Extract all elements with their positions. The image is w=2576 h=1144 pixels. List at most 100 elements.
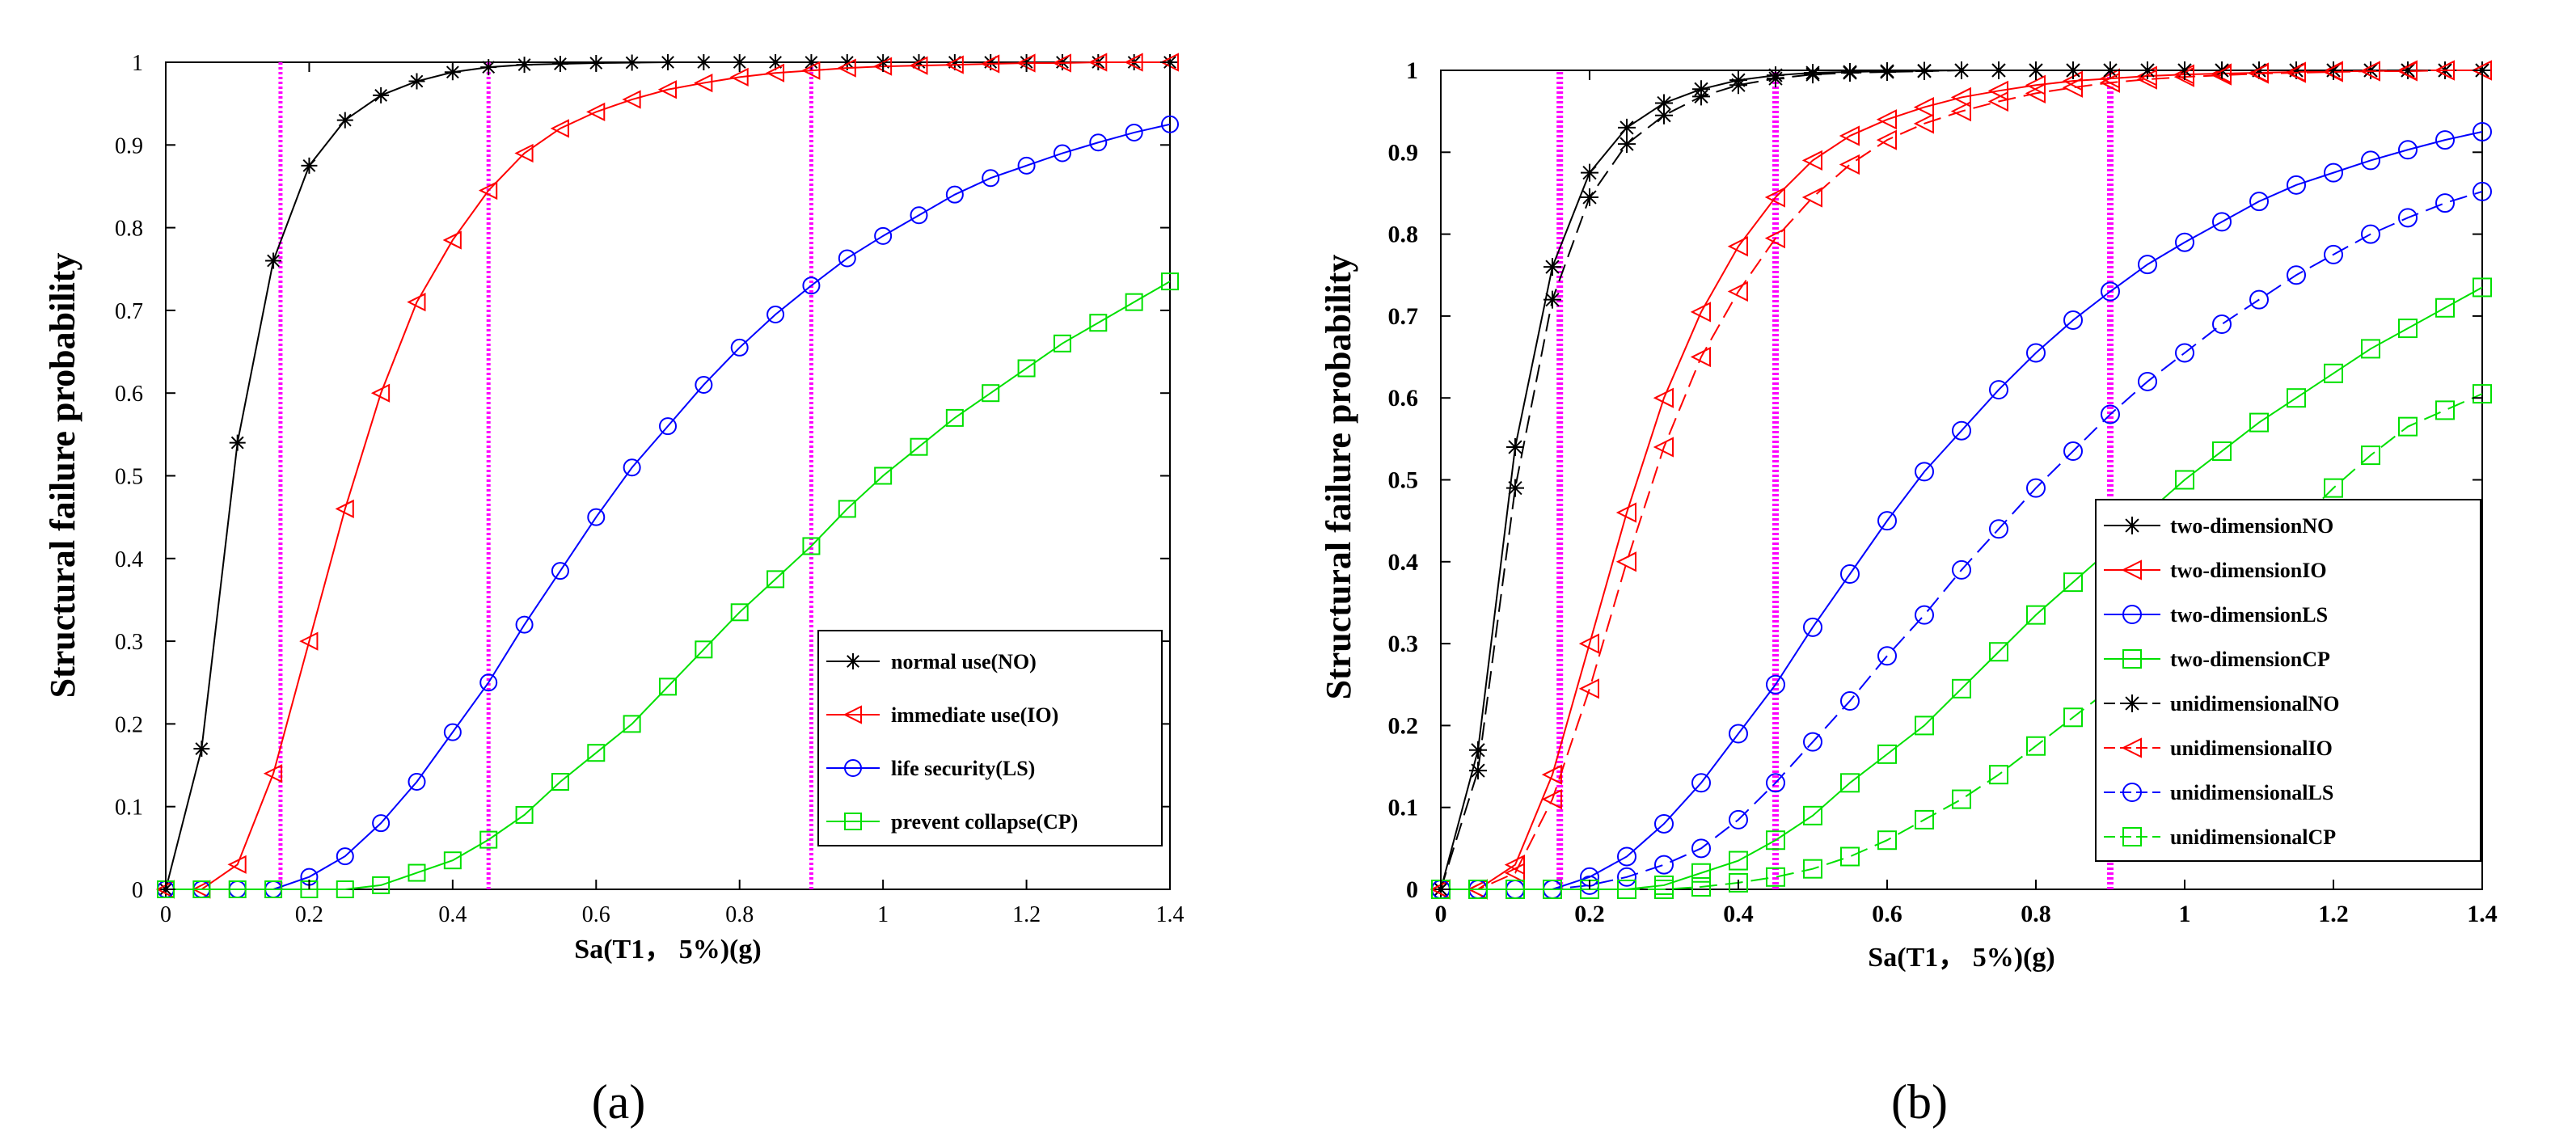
data-point <box>945 408 964 427</box>
data-point <box>1541 788 1562 810</box>
y-tick-label: 1 <box>1406 57 1418 84</box>
x-tick-label: 1.2 <box>2318 901 2349 927</box>
data-point <box>1913 113 1934 134</box>
data-point <box>479 673 498 692</box>
data-point <box>1654 813 1674 834</box>
legend-box <box>817 630 1163 846</box>
data-point <box>551 562 569 580</box>
legend-marker <box>2121 737 2142 758</box>
y-tick-label: 0.9 <box>1388 139 1419 166</box>
y-tick-label: 0.5 <box>1388 467 1419 494</box>
data-point <box>1766 674 1785 694</box>
data-point <box>516 57 533 74</box>
data-point <box>1764 228 1785 249</box>
data-point <box>1950 101 1971 122</box>
data-point <box>372 876 391 894</box>
data-point <box>1161 115 1179 133</box>
data-point <box>1654 880 1674 899</box>
data-point <box>2287 175 2306 195</box>
series-line <box>166 123 1171 890</box>
legend-entry: prevent collapse(CP) <box>826 810 1078 834</box>
y-tick-label: 0.9 <box>115 133 143 158</box>
data-point <box>2063 707 2083 728</box>
x-tick-label: 0.2 <box>295 902 323 927</box>
data-point <box>909 56 928 75</box>
legend-label: prevent collapse(CP) <box>891 810 1078 834</box>
data-point <box>765 63 785 82</box>
data-point <box>695 640 713 659</box>
data-point <box>657 80 677 99</box>
data-point <box>2026 343 2046 363</box>
data-point <box>1543 258 1561 277</box>
data-point <box>2212 314 2232 335</box>
data-point <box>1088 53 1108 72</box>
data-point <box>1953 61 1970 79</box>
data-point <box>2138 371 2157 391</box>
data-point <box>2025 82 2046 103</box>
data-point <box>1089 133 1108 152</box>
data-point <box>1506 437 1524 456</box>
data-point <box>193 741 210 758</box>
data-point <box>1729 872 1748 893</box>
data-point <box>1766 830 1785 851</box>
data-point <box>1729 724 1748 744</box>
data-point <box>1801 187 1822 208</box>
legend-label: two-dimensionCP <box>2170 648 2330 671</box>
data-point <box>1987 80 2008 101</box>
y-tick-label: 0.3 <box>1388 631 1419 657</box>
x-tick-label: 0 <box>160 902 171 927</box>
data-point <box>1506 479 1524 497</box>
y-tick-label: 0 <box>132 878 143 903</box>
data-point <box>227 855 247 874</box>
legend-marker <box>2122 649 2142 669</box>
data-point <box>1989 642 2008 662</box>
data-point <box>1543 880 1562 899</box>
legend-marker <box>2123 694 2141 712</box>
data-point <box>1052 53 1071 73</box>
y-tick-label: 0.7 <box>115 299 143 324</box>
data-point <box>478 180 498 201</box>
data-point <box>838 249 856 268</box>
data-point <box>336 880 354 898</box>
data-point <box>1877 744 1897 764</box>
data-point <box>407 293 426 312</box>
data-point <box>1691 863 1711 883</box>
data-point <box>1618 118 1636 137</box>
data-point <box>2435 400 2455 420</box>
data-point <box>2175 470 2194 490</box>
data-point <box>1690 302 1711 323</box>
x-tick-label: 1.4 <box>2467 901 2498 927</box>
data-point <box>1877 830 1897 851</box>
data-point <box>1803 859 1822 879</box>
data-point <box>659 417 677 436</box>
data-point <box>2212 441 2232 462</box>
legend-marker <box>2121 559 2142 580</box>
data-point <box>1615 551 1636 572</box>
data-point <box>2473 181 2492 201</box>
legend-marker <box>844 813 862 830</box>
panel-label-b: (b) <box>1891 1075 1948 1129</box>
data-point <box>1915 716 1934 736</box>
data-point <box>2398 208 2418 228</box>
data-point <box>2099 72 2120 93</box>
legend-label: unidimensionalCP <box>2170 825 2336 849</box>
panel-b-chart: 0 0.2 0.4 0.6 0.8 1 1.2 1.4 0 0.1 0.2 0.3 0.4 0.5 0.6 0… <box>1319 57 2498 1129</box>
data-point <box>550 119 569 138</box>
data-point <box>766 570 785 589</box>
data-point <box>515 615 534 634</box>
data-point <box>408 863 426 882</box>
data-point <box>1987 91 2008 112</box>
x-tick-label: 1.2 <box>1012 902 1041 927</box>
data-point <box>2324 478 2343 498</box>
data-point <box>2250 61 2268 79</box>
legend-marker <box>2122 827 2142 846</box>
y-tick-label: 0.6 <box>115 382 143 407</box>
data-point <box>838 500 856 518</box>
x-tick-label: 0.8 <box>725 902 754 927</box>
data-point <box>1727 236 1748 257</box>
data-point <box>694 73 713 93</box>
data-point <box>2473 384 2492 404</box>
data-point <box>228 880 247 898</box>
data-point <box>1691 838 1711 859</box>
x-tick-label: 0.2 <box>1574 901 1605 927</box>
